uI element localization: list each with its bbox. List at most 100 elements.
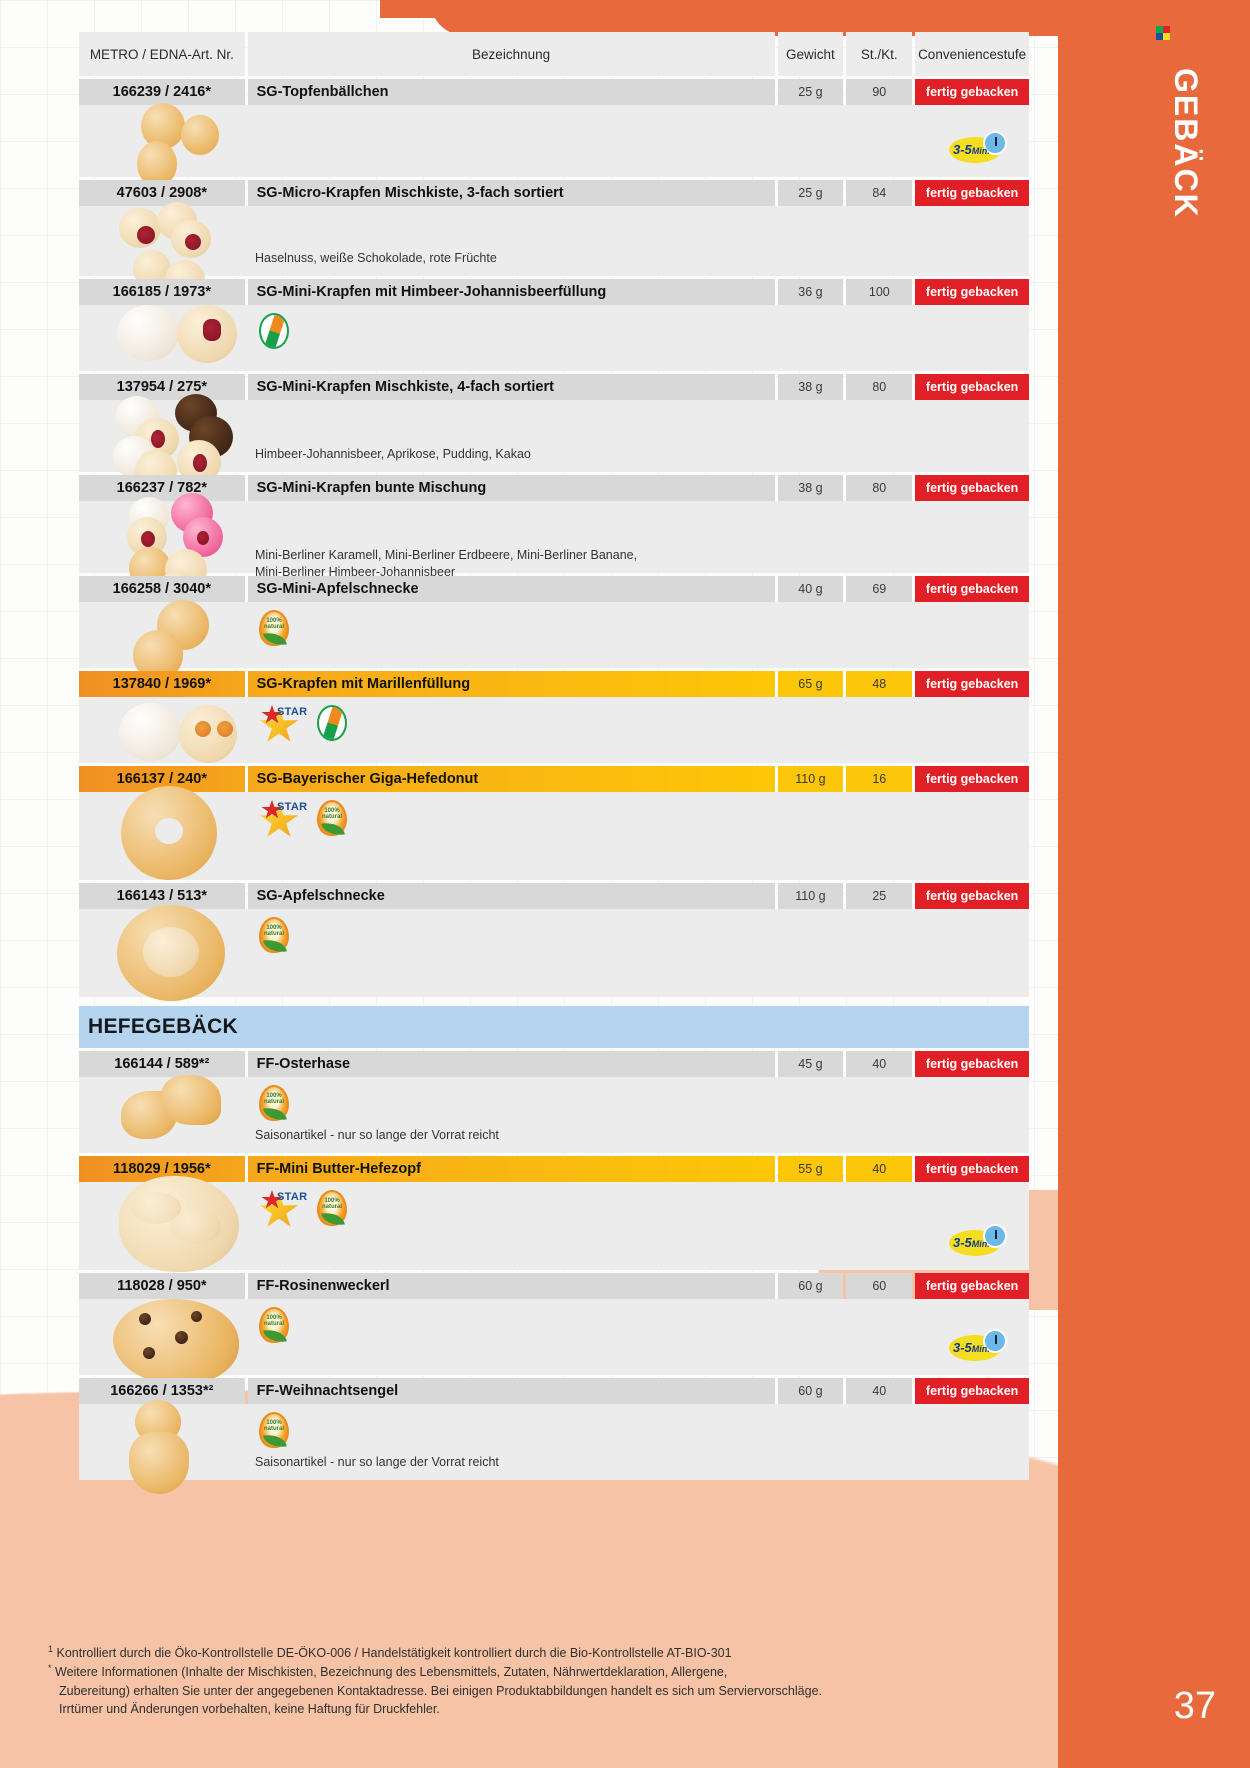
- product-detail-area: 100% natural 3-5Min.: [79, 1299, 1029, 1385]
- color-swatch-icon: [1156, 26, 1170, 40]
- product-name: SG-Topfenbällchen: [247, 79, 775, 105]
- product-row[interactable]: 166266 / 1353*² FF-Weihnachtsengel 60 g …: [79, 1378, 1029, 1494]
- product-detail-area: 100% natural: [79, 600, 1029, 680]
- product-image: [79, 594, 245, 680]
- product-image: [79, 784, 245, 880]
- product-row[interactable]: 137840 / 1969* SG-Krapfen mit Marillenfü…: [79, 671, 1029, 763]
- product-header-row: 166266 / 1353*² FF-Weihnachtsengel 60 g …: [79, 1378, 1029, 1404]
- product-convenience-badge: fertig gebacken: [915, 883, 1029, 909]
- product-row[interactable]: 166137 / 240* SG-Bayerischer Giga-Hefedo…: [79, 766, 1029, 880]
- product-description: Saisonartikel - nur so lange der Vorrat …: [255, 1455, 499, 1469]
- product-per-carton: 60: [846, 1273, 913, 1299]
- product-row[interactable]: 118029 / 1956* FF-Mini Butter-Hefezopf 5…: [79, 1156, 1029, 1272]
- product-row[interactable]: 47603 / 2908* SG-Micro-Krapfen Mischkist…: [79, 180, 1029, 300]
- natural-badge-icon: 100% natural: [317, 1190, 347, 1228]
- star-badge-icon: STAR: [259, 800, 311, 842]
- product-per-carton: 80: [846, 475, 913, 501]
- product-detail-area: Mini-Berliner Karamell, Mini-Berliner Er…: [79, 493, 1029, 611]
- product-badges: 100% natural: [259, 917, 289, 955]
- natural-badge-icon: 100% natural: [317, 800, 347, 838]
- product-image: [79, 493, 245, 611]
- product-list-hefegebaeck: 166144 / 589*² FF-Osterhase 45 g 40 fert…: [79, 1051, 1029, 1494]
- column-header-per-carton: St./Kt.: [846, 32, 913, 76]
- product-photo-part: [161, 1075, 221, 1125]
- product-row[interactable]: 137954 / 275* SG-Mini-Krapfen Mischkiste…: [79, 374, 1029, 494]
- product-row[interactable]: 166258 / 3040* SG-Mini-Apfelschnecke 40 …: [79, 576, 1029, 680]
- product-weight: 60 g: [777, 1273, 844, 1299]
- product-convenience-badge: fertig gebacken: [915, 279, 1029, 305]
- product-row[interactable]: 166144 / 589*² FF-Osterhase 45 g 40 fert…: [79, 1051, 1029, 1153]
- product-weight: 45 g: [777, 1051, 844, 1077]
- product-image: [79, 1069, 245, 1153]
- product-description: Haselnuss, weiße Schokolade, rote Frücht…: [255, 251, 497, 265]
- product-detail-area: 100% natural Saisonartikel - nur so lange…: [79, 1075, 1029, 1153]
- product-convenience-badge: fertig gebacken: [915, 79, 1029, 105]
- product-header-row: 166258 / 3040* SG-Mini-Apfelschnecke 40 …: [79, 576, 1029, 602]
- product-table: METRO / EDNA-Art. Nr. Bezeichnung Gewich…: [79, 32, 1029, 1494]
- product-weight: 25 g: [777, 79, 844, 105]
- product-photo-part: [139, 1313, 151, 1325]
- product-weight: 65 g: [777, 671, 844, 697]
- product-detail-area: 3-5Min.: [79, 103, 1029, 187]
- column-header-weight: Gewicht: [777, 32, 844, 76]
- product-convenience-badge: fertig gebacken: [915, 576, 1029, 602]
- product-row[interactable]: 166239 / 2416* SG-Topfenbällchen 25 g 90…: [79, 79, 1029, 187]
- product-header-row: 166237 / 782* SG-Mini-Krapfen bunte Misc…: [79, 475, 1029, 501]
- product-name: SG-Micro-Krapfen Mischkiste, 3-fach sort…: [247, 180, 775, 206]
- product-header-row: 137840 / 1969* SG-Krapfen mit Marillenfü…: [79, 671, 1029, 697]
- product-detail-area: [79, 305, 1029, 371]
- product-badges: STAR: [259, 705, 347, 747]
- product-per-carton: 84: [846, 180, 913, 206]
- product-row[interactable]: 166237 / 782* SG-Mini-Krapfen bunte Misc…: [79, 475, 1029, 611]
- product-per-carton: 40: [846, 1051, 913, 1077]
- footnote-line-2: * Weitere Informationen (Inhalte der Mis…: [48, 1662, 928, 1681]
- product-photo-part: [197, 531, 209, 545]
- product-badges: STAR 100% natural: [259, 1190, 347, 1232]
- footnote-line-1: 1 Kontrolliert durch die Öko-Kontrollste…: [48, 1643, 928, 1662]
- product-header-row: 47603 / 2908* SG-Micro-Krapfen Mischkist…: [79, 180, 1029, 206]
- product-description: Saisonartikel - nur so lange der Vorrat …: [255, 1128, 499, 1142]
- product-name: SG-Bayerischer Giga-Hefedonut: [247, 766, 775, 792]
- product-name: FF-Weihnachtsengel: [247, 1378, 775, 1404]
- product-name: SG-Mini-Krapfen mit Himbeer-Johannisbeer…: [247, 279, 775, 305]
- product-image: [79, 297, 245, 371]
- natural-badge-icon: 100% natural: [259, 1307, 289, 1345]
- product-weight: 25 g: [777, 180, 844, 206]
- product-convenience-badge: fertig gebacken: [915, 1273, 1029, 1299]
- product-image: [79, 901, 245, 1001]
- product-weight: 110 g: [777, 766, 844, 792]
- product-photo-part: [191, 1311, 202, 1322]
- product-header-row: 166143 / 513* SG-Apfelschnecke 110 g 25 …: [79, 883, 1029, 909]
- product-article-number: 166237 / 782*: [79, 475, 245, 501]
- product-badges: STAR 100% natural: [259, 800, 347, 842]
- natural-badge-icon: 100% natural: [259, 1085, 289, 1123]
- product-name: SG-Mini-Apfelschnecke: [247, 576, 775, 602]
- product-convenience-badge: fertig gebacken: [915, 374, 1029, 400]
- product-image: [79, 198, 245, 300]
- section-rail-label: GEBÄCK: [1168, 68, 1204, 219]
- product-header-row: 166144 / 589*² FF-Osterhase 45 g 40 fert…: [79, 1051, 1029, 1077]
- product-detail-area: Haselnuss, weiße Schokolade, rote Frücht…: [79, 202, 1029, 300]
- product-row[interactable]: 166143 / 513* SG-Apfelschnecke 110 g 25 …: [79, 883, 1029, 1001]
- table-header-row: METRO / EDNA-Art. Nr. Bezeichnung Gewich…: [79, 32, 1029, 76]
- product-image: [79, 97, 245, 187]
- product-convenience-badge: fertig gebacken: [915, 766, 1029, 792]
- product-name: SG-Krapfen mit Marillenfüllung: [247, 671, 775, 697]
- product-photo-part: [117, 305, 179, 361]
- product-article-number: 118028 / 950*: [79, 1273, 245, 1299]
- product-photo-part: [143, 927, 199, 977]
- orange-right-rail: [1058, 0, 1250, 1768]
- product-per-carton: 40: [846, 1156, 913, 1182]
- product-image: [79, 1174, 245, 1272]
- product-name: SG-Mini-Krapfen bunte Mischung: [247, 475, 775, 501]
- bake-time-clock-icon: 3-5Min.: [949, 1329, 1007, 1363]
- footnotes: 1 Kontrolliert durch die Öko-Kontrollste…: [48, 1643, 928, 1718]
- product-badges: 100% natural: [259, 610, 289, 648]
- product-convenience-badge: fertig gebacken: [915, 475, 1029, 501]
- product-per-carton: 90: [846, 79, 913, 105]
- product-weight: 55 g: [777, 1156, 844, 1182]
- product-list-gebaeck: 166239 / 2416* SG-Topfenbällchen 25 g 90…: [79, 79, 1029, 1001]
- product-row[interactable]: 166185 / 1973* SG-Mini-Krapfen mit Himbe…: [79, 279, 1029, 371]
- product-row[interactable]: 118028 / 950* FF-Rosinenweckerl 60 g 60 …: [79, 1273, 1029, 1385]
- product-header-row: 118029 / 1956* FF-Mini Butter-Hefezopf 5…: [79, 1156, 1029, 1182]
